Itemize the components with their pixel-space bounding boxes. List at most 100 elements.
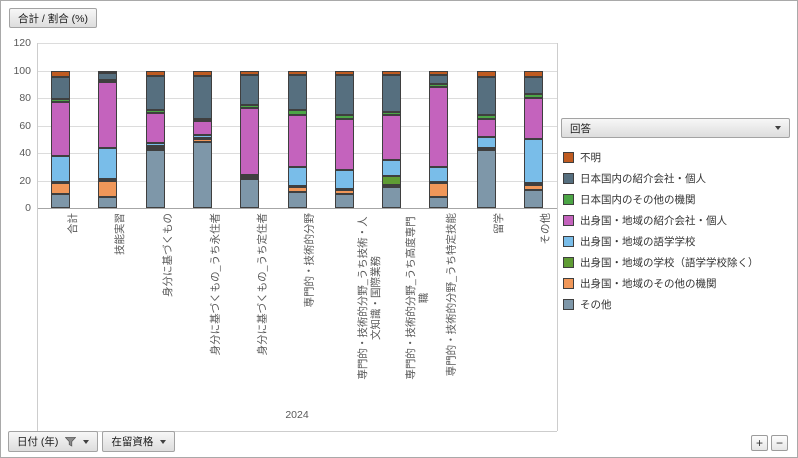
bar-segment[interactable] bbox=[429, 166, 449, 182]
x-axis-category-label: 合計 bbox=[67, 213, 80, 234]
bar-segment[interactable] bbox=[382, 159, 402, 177]
bar-segment[interactable] bbox=[334, 114, 354, 119]
legend-item[interactable]: 出身国・地域の紹介会社・個人 bbox=[563, 210, 759, 231]
bar-segment[interactable] bbox=[145, 76, 165, 111]
x-axis-group-label: 2024 bbox=[285, 409, 309, 421]
bar-segment[interactable] bbox=[51, 102, 71, 156]
bar-segment[interactable] bbox=[382, 187, 402, 208]
bar-segment[interactable] bbox=[287, 166, 307, 186]
bar-segment[interactable] bbox=[145, 146, 165, 149]
bar-segment[interactable] bbox=[476, 147, 496, 150]
bar-segment[interactable] bbox=[192, 135, 212, 138]
bar-segment[interactable] bbox=[476, 77, 496, 115]
bar-segment[interactable] bbox=[523, 93, 543, 98]
bar-segment[interactable] bbox=[287, 110, 307, 115]
x-axis-category-label: 専門的・技術的分野 bbox=[303, 213, 316, 308]
bar-segment[interactable] bbox=[523, 184, 543, 191]
bar-segment[interactable] bbox=[240, 175, 260, 177]
bar-segment[interactable] bbox=[51, 194, 71, 208]
value-field-button[interactable]: 合計 / 割合 (%) bbox=[9, 8, 97, 28]
bar-segment[interactable] bbox=[145, 150, 165, 208]
bar-segment[interactable] bbox=[98, 180, 118, 197]
bar-segment[interactable] bbox=[429, 70, 449, 75]
bar-segment[interactable] bbox=[382, 70, 402, 75]
bar-segment[interactable] bbox=[240, 70, 260, 75]
bar-segment[interactable] bbox=[334, 188, 354, 191]
bar-segment[interactable] bbox=[476, 70, 496, 78]
bar-segment[interactable] bbox=[98, 179, 118, 182]
bar-segment[interactable] bbox=[192, 118, 212, 122]
bar-segment[interactable] bbox=[145, 113, 165, 144]
bar-segment[interactable] bbox=[51, 70, 71, 78]
bar-segment[interactable] bbox=[523, 70, 543, 78]
bar-segment[interactable] bbox=[382, 111, 402, 115]
bar-segment[interactable] bbox=[382, 74, 402, 112]
bar-segment[interactable] bbox=[334, 118, 354, 170]
bar-segment[interactable] bbox=[192, 121, 212, 136]
bar-segment[interactable] bbox=[51, 183, 71, 195]
bar-segment[interactable] bbox=[523, 190, 543, 208]
bar-segment[interactable] bbox=[98, 70, 118, 74]
bar-segment[interactable] bbox=[51, 155, 71, 182]
bar-segment[interactable] bbox=[98, 197, 118, 208]
bar-segment[interactable] bbox=[382, 184, 402, 188]
bar-segment[interactable] bbox=[192, 76, 212, 119]
bar-segment[interactable] bbox=[476, 118, 496, 137]
bar-segment[interactable] bbox=[240, 107, 260, 175]
bar-segment[interactable] bbox=[240, 104, 260, 108]
zoom-in-button[interactable]: + bbox=[751, 435, 768, 451]
bar-segment[interactable] bbox=[240, 179, 260, 208]
bar-segment[interactable] bbox=[145, 143, 165, 147]
bar-segment[interactable] bbox=[382, 176, 402, 185]
bar-segment[interactable] bbox=[523, 98, 543, 140]
bar-segment[interactable] bbox=[287, 114, 307, 167]
bar-segment[interactable] bbox=[476, 150, 496, 208]
bar-segment[interactable] bbox=[429, 181, 449, 184]
bar-segment[interactable] bbox=[240, 74, 260, 105]
bar-segment[interactable] bbox=[334, 169, 354, 189]
bar-segment[interactable] bbox=[192, 70, 212, 76]
legend-item[interactable]: 出身国・地域の学校（語学学校除く） bbox=[563, 252, 759, 273]
bar-segment[interactable] bbox=[145, 70, 165, 76]
legend-field-button[interactable]: 回答 bbox=[561, 118, 790, 138]
bar-segment[interactable] bbox=[429, 84, 449, 87]
bar-segment[interactable] bbox=[523, 183, 543, 186]
bar-segment[interactable] bbox=[334, 74, 354, 115]
bar-segment[interactable] bbox=[287, 191, 307, 208]
bar-segment[interactable] bbox=[476, 136, 496, 148]
bar-segment[interactable] bbox=[287, 186, 307, 188]
bar-segment[interactable] bbox=[98, 73, 118, 81]
bar-segment[interactable] bbox=[98, 147, 118, 180]
bar-segment[interactable] bbox=[429, 74, 449, 85]
bar-segment[interactable] bbox=[287, 70, 307, 75]
bar-segment[interactable] bbox=[287, 74, 307, 111]
bar-segment[interactable] bbox=[51, 181, 71, 184]
bar-segment[interactable] bbox=[192, 137, 212, 140]
legend-item-label: 日本国内の紹介会社・個人 bbox=[580, 173, 706, 185]
residence-status-field-button[interactable]: 在留資格 bbox=[102, 431, 176, 452]
zoom-out-button[interactable]: − bbox=[771, 435, 788, 451]
bar-segment[interactable] bbox=[145, 110, 165, 114]
bar-segment[interactable] bbox=[429, 197, 449, 208]
bar-segment[interactable] bbox=[334, 194, 354, 208]
legend-item[interactable]: 日本国内のその他の機関 bbox=[563, 189, 759, 210]
bar-segment[interactable] bbox=[98, 80, 118, 83]
bar-segment[interactable] bbox=[382, 114, 402, 160]
bar-segment[interactable] bbox=[334, 70, 354, 75]
date-year-field-button[interactable]: 日付 (年) bbox=[8, 431, 99, 452]
bar-segment[interactable] bbox=[192, 142, 212, 208]
bar-segment[interactable] bbox=[51, 77, 71, 100]
x-axis-category-label: 身分に基づくもの_うち定住者 bbox=[256, 213, 269, 356]
bar-segment[interactable] bbox=[98, 81, 118, 148]
legend-item[interactable]: 日本国内の紹介会社・個人 bbox=[563, 168, 759, 189]
legend-item[interactable]: 出身国・地域の語学学校 bbox=[563, 231, 759, 252]
bar-segment[interactable] bbox=[476, 114, 496, 119]
legend-item[interactable]: その他 bbox=[563, 294, 759, 315]
bar-segment[interactable] bbox=[429, 87, 449, 167]
legend-item[interactable]: 不明 bbox=[563, 147, 759, 168]
bar-segment[interactable] bbox=[523, 139, 543, 184]
bar-segment[interactable] bbox=[429, 183, 449, 197]
legend-item[interactable]: 出身国・地域のその他の機関 bbox=[563, 273, 759, 294]
bar-segment[interactable] bbox=[51, 99, 71, 103]
bar-segment[interactable] bbox=[523, 77, 543, 94]
